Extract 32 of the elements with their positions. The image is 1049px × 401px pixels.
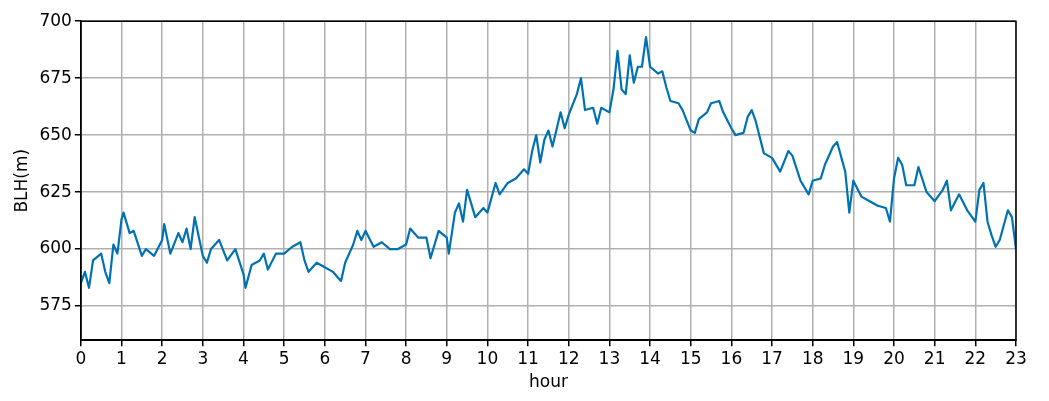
x-tick-label: 19 [842, 347, 865, 368]
y-tick-label: 575 [39, 294, 72, 315]
y-tick-label: 625 [39, 180, 72, 201]
x-tick-label: 20 [883, 347, 905, 368]
x-tick-label: 12 [557, 347, 580, 368]
y-tick-label: 700 [39, 9, 72, 30]
x-tick-label: 23 [1005, 347, 1027, 368]
x-tick-label: 18 [801, 347, 824, 368]
x-tick-label: 6 [319, 347, 331, 368]
x-tick-label: 10 [476, 347, 499, 368]
y-tick-label: 600 [39, 237, 72, 258]
x-tick-label: 15 [679, 347, 702, 368]
x-tick-label: 13 [598, 347, 621, 368]
x-tick-label: 8 [400, 347, 412, 368]
y-tick-label: 675 [39, 66, 72, 87]
x-tick-label: 16 [720, 347, 743, 368]
x-tick-label: 0 [75, 347, 87, 368]
y-tick-label: 650 [39, 123, 72, 144]
x-tick-label: 22 [964, 347, 987, 368]
x-tick-label: 14 [639, 347, 661, 368]
x-tick-label: 17 [761, 347, 783, 368]
x-tick-label: 3 [197, 347, 209, 368]
x-tick-label: 5 [278, 347, 290, 368]
y-axis-title: BLH(m) [10, 148, 31, 213]
x-tick-label: 21 [923, 347, 946, 368]
x-tick-label: 2 [156, 347, 168, 368]
x-tick-label: 7 [360, 347, 371, 368]
x-tick-label: 1 [116, 347, 127, 368]
x-tick-label: 11 [517, 347, 539, 368]
x-tick-label: 4 [238, 347, 249, 368]
x-tick-label: 9 [441, 347, 453, 368]
x-axis-title: hour [528, 371, 568, 392]
